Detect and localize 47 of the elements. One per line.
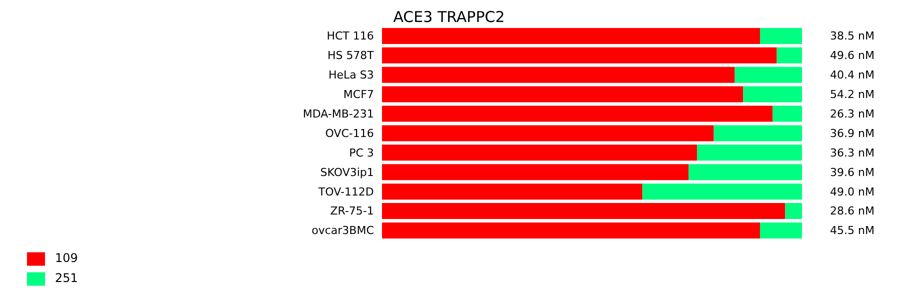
bar [714,125,802,142]
y-tick-label: PC 3 [349,146,374,160]
y-tick-label: HeLa S3 [328,68,374,82]
bar [382,47,777,64]
bar [382,125,714,142]
bar [382,144,697,161]
legend-label: 109 [55,251,78,265]
text: 49.6 nM [830,49,874,62]
y-tick-label: MDA-MB-231 [302,107,374,120]
y-tick-label: SKOV3ip1 [320,166,374,179]
text: 40.4 nM [830,68,874,82]
bar [734,66,802,83]
bar [696,144,802,161]
bar [776,47,802,64]
bar [772,106,802,122]
bar [382,164,689,180]
bar [785,203,802,220]
y-tick-label: HS 578T [327,49,374,62]
bar [760,28,802,44]
y-tick-label: TOV-112D [317,185,374,198]
y-tick-label: ZR-75-1 [330,204,374,218]
text: 45.5 nM [830,224,874,238]
text: 26.3 nM [830,107,874,120]
bar [382,106,773,122]
bar [382,184,642,200]
bar [760,222,802,238]
text: 54.2 nM [830,88,874,101]
y-tick-label: HCT 116 [326,30,374,43]
text: 28.6 nM [830,204,874,218]
bar [688,164,802,180]
bar [382,86,744,102]
chart-title: ACE3 TRAPPC2 [392,8,506,26]
y-tick-label: ovcar3BMC [312,224,374,238]
bar [743,86,802,102]
bar [642,184,802,200]
text: 36.9 nM [830,126,874,140]
text: 36.3 nM [830,146,874,160]
text: 38.5 nM [830,30,874,43]
legend-label: 251 [55,271,78,285]
bar [382,222,760,238]
bar [382,28,760,44]
text: 49.0 nM [830,185,874,198]
text: 39.6 nM [830,166,874,179]
bar [382,66,735,83]
y-tick-label: OVC-116 [325,126,374,140]
y-tick-label: MCF7 [343,88,374,101]
bar [382,203,786,220]
